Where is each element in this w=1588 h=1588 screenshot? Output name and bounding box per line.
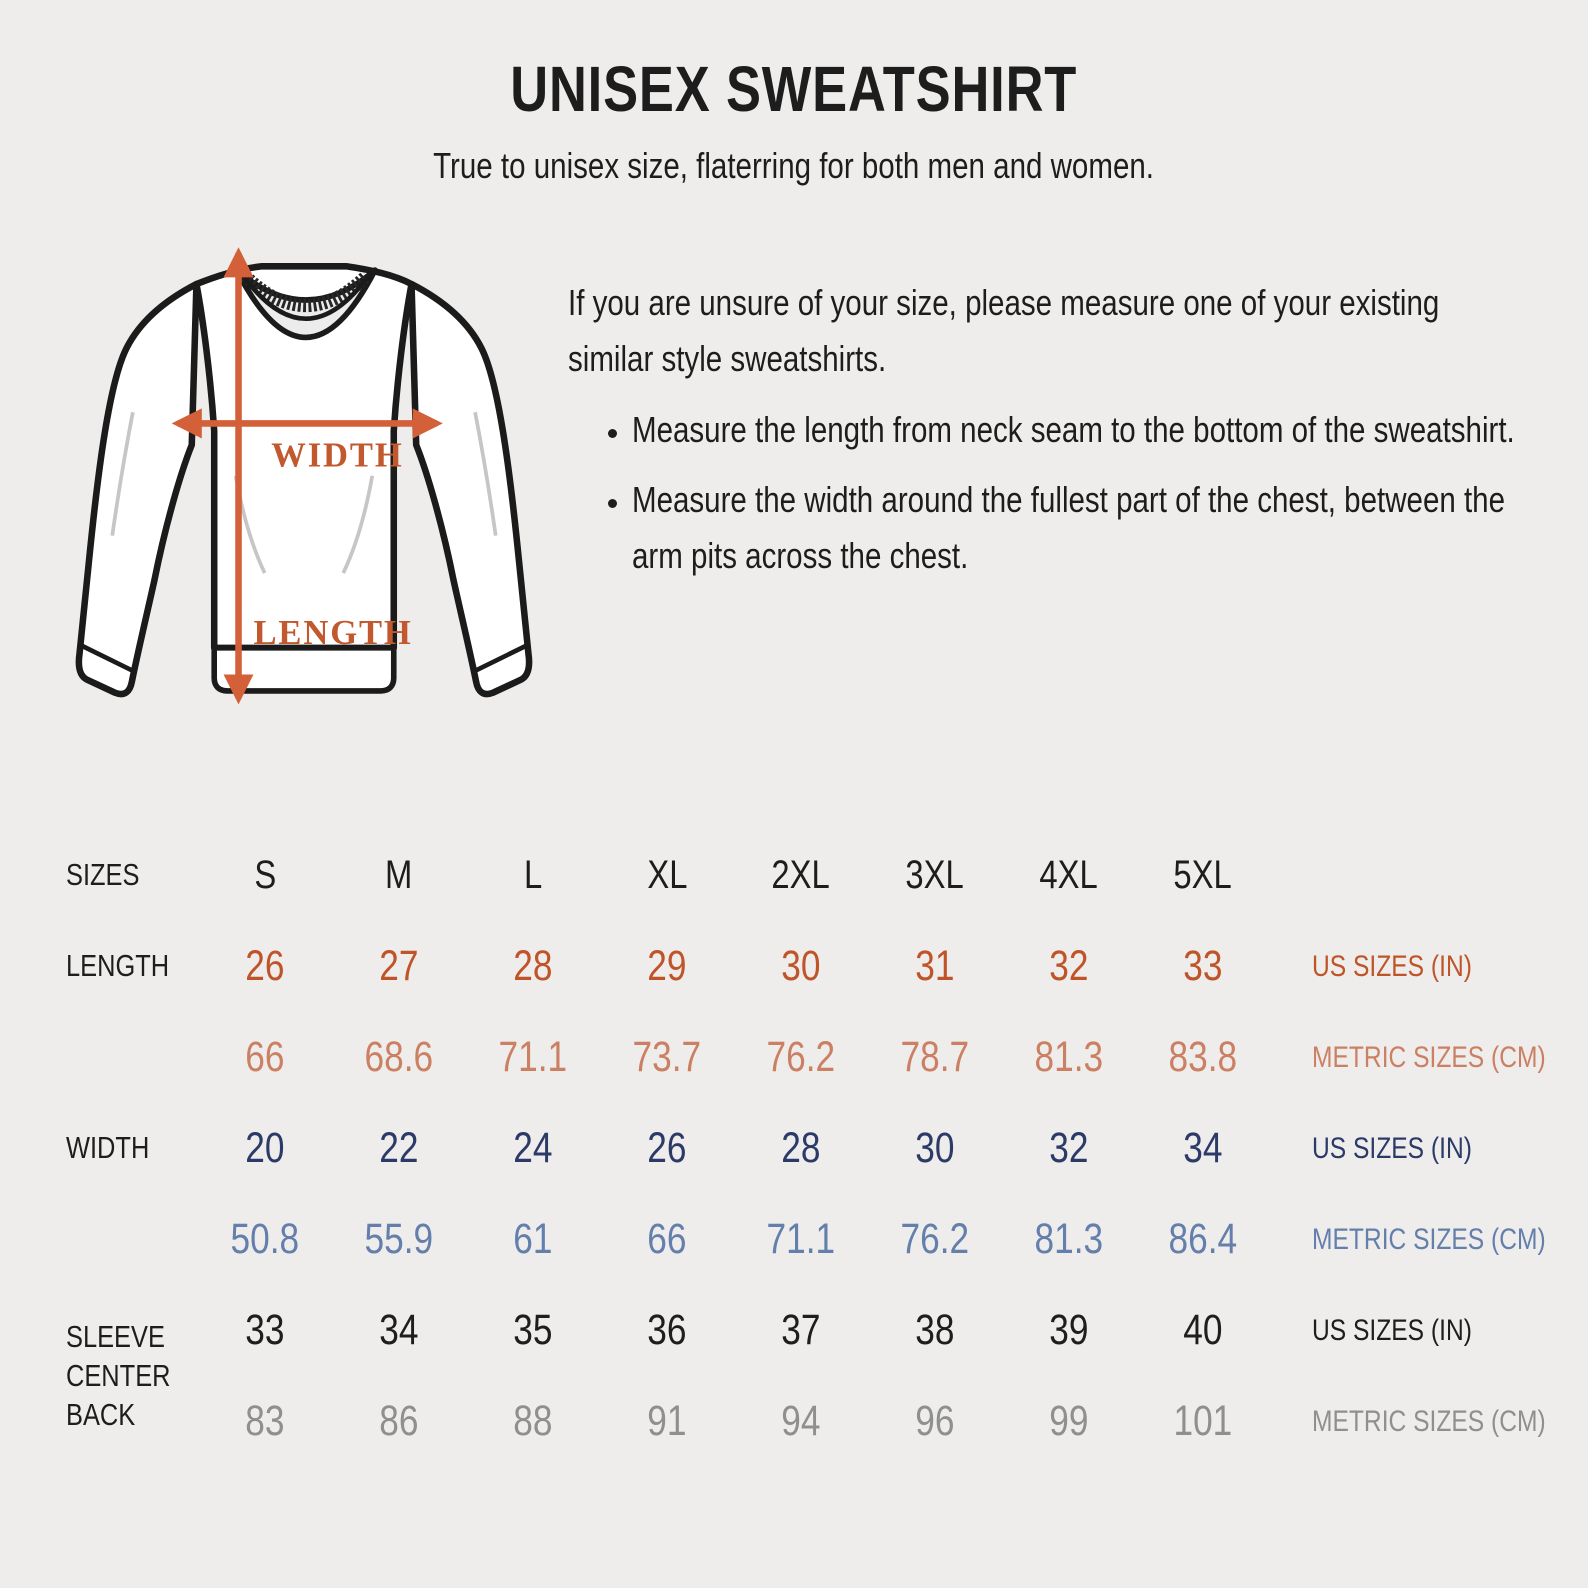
size-value: 26 <box>647 1124 687 1173</box>
size-value: 76.2 <box>900 1215 970 1264</box>
page-subtitle: True to unisex size, flaterring for both… <box>433 145 1155 187</box>
list-item: Measure the length from neck seam to the… <box>632 402 1532 458</box>
size-row-label: WIDTH <box>66 1130 150 1166</box>
size-value: 81.3 <box>1034 1033 1104 1082</box>
size-value: 83 <box>245 1397 285 1446</box>
size-column-header: XL <box>646 853 688 898</box>
right-sleeve <box>408 281 533 698</box>
page-title: UNISEX SWEATSHIRT <box>510 53 1078 125</box>
size-value: 34 <box>379 1306 419 1355</box>
size-value: 68.6 <box>364 1033 434 1082</box>
size-column-header: 3XL <box>905 853 965 898</box>
left-cuff-seam <box>81 644 137 675</box>
unit-label: US SIZES (IN) <box>1312 1131 1472 1165</box>
size-value: 76.2 <box>766 1033 836 1082</box>
size-value: 24 <box>513 1124 553 1173</box>
hem-band <box>211 645 397 694</box>
size-value: 86.4 <box>1168 1215 1238 1264</box>
right-cuff-seam <box>471 644 527 675</box>
size-column-header: 5XL <box>1173 853 1233 898</box>
size-value: 61 <box>513 1215 553 1264</box>
size-value: 37 <box>781 1306 821 1355</box>
size-value: 27 <box>379 942 419 991</box>
size-column-header: L <box>523 853 543 898</box>
size-value: 83.8 <box>1168 1033 1238 1082</box>
size-value: 31 <box>915 942 955 991</box>
size-value: 66 <box>245 1033 285 1082</box>
size-column-header: M <box>385 853 413 898</box>
size-value: 26 <box>245 942 285 991</box>
size-value: 32 <box>1049 942 1089 991</box>
length-label: LENGTH <box>253 614 412 652</box>
size-value: 28 <box>781 1124 821 1173</box>
size-value: 88 <box>513 1397 553 1446</box>
size-row-label <box>66 1012 198 1103</box>
collar-rib-texture <box>240 271 372 313</box>
sweatshirt-diagram: WIDTH LENGTH <box>0 213 560 738</box>
size-value: 20 <box>245 1124 285 1173</box>
size-value: 40 <box>1183 1306 1223 1355</box>
unit-label: METRIC SIZES (CM) <box>1312 1040 1546 1074</box>
size-value: 33 <box>1183 942 1223 991</box>
size-row-label: LENGTH <box>66 948 170 984</box>
measure-instructions-list: Measure the length from neck seam to the… <box>568 402 1532 584</box>
page-header: UNISEX SWEATSHIRT True to unisex size, f… <box>0 0 1588 187</box>
size-value: 66 <box>647 1215 687 1264</box>
size-value: 28 <box>513 942 553 991</box>
size-value: 55.9 <box>364 1215 434 1264</box>
size-value: 91 <box>647 1397 687 1446</box>
size-value: 22 <box>379 1124 419 1173</box>
size-value: 34 <box>1183 1124 1223 1173</box>
size-value: 96 <box>915 1397 955 1446</box>
size-value: 29 <box>647 942 687 991</box>
unit-header-spacer <box>1270 830 1530 921</box>
unit-label: US SIZES (IN) <box>1312 949 1472 983</box>
size-value: 32 <box>1049 1124 1089 1173</box>
size-column-header: S <box>254 853 276 898</box>
size-column-header: 2XL <box>771 853 831 898</box>
size-value: 99 <box>1049 1397 1089 1446</box>
list-item: Measure the width around the fullest par… <box>632 472 1532 584</box>
size-value: 38 <box>915 1306 955 1355</box>
size-value: 86 <box>379 1397 419 1446</box>
size-value: 71.1 <box>766 1215 836 1264</box>
right-sleeve-crease <box>473 412 498 537</box>
size-value: 71.1 <box>498 1033 568 1082</box>
left-sleeve <box>75 281 200 698</box>
size-value: 73.7 <box>632 1033 702 1082</box>
collar-seam <box>238 270 374 322</box>
size-value: 50.8 <box>230 1215 300 1264</box>
unit-label: US SIZES (IN) <box>1312 1313 1472 1347</box>
size-value: 78.7 <box>900 1033 970 1082</box>
unit-label: METRIC SIZES (CM) <box>1312 1404 1546 1438</box>
size-value: 94 <box>781 1397 821 1446</box>
size-value: 30 <box>915 1124 955 1173</box>
size-column-header: 4XL <box>1039 853 1099 898</box>
size-value: 36 <box>647 1306 687 1355</box>
size-value: 81.3 <box>1034 1215 1104 1264</box>
unit-label: METRIC SIZES (CM) <box>1312 1222 1546 1256</box>
size-table-header-label: SIZES <box>66 857 140 893</box>
size-value: 33 <box>245 1306 285 1355</box>
size-value: 39 <box>1049 1306 1089 1355</box>
left-sleeve-crease <box>110 412 135 537</box>
instructions: If you are unsure of your size, please m… <box>560 213 1588 738</box>
instructions-intro: If you are unsure of your size, please m… <box>568 282 1440 380</box>
size-value: 30 <box>781 942 821 991</box>
top-section: WIDTH LENGTH If you are unsure of your s… <box>0 213 1588 738</box>
width-label: WIDTH <box>271 437 403 475</box>
size-row-label <box>66 1194 198 1285</box>
sweatshirt-illustration: WIDTH LENGTH <box>75 247 533 705</box>
right-body-crease <box>341 475 375 575</box>
size-value: 101 <box>1173 1397 1233 1446</box>
size-row-label: SLEEVE CENTER BACK <box>66 1319 171 1432</box>
size-value: 35 <box>513 1306 553 1355</box>
size-table: SIZES S M L XL 2XL 3XL 4XL 5XL LENGTH 26 27 28 29 30 31… <box>66 830 1546 1467</box>
